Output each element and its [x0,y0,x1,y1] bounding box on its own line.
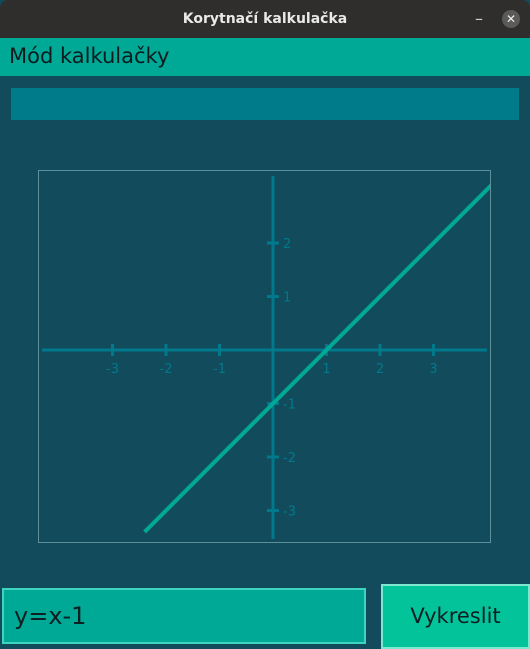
x-tick-label: -3 [106,362,119,377]
y-tick-label: 2 [283,237,291,252]
window-title: Korytnačí kalkulačka [182,11,348,27]
y-tick-label: -1 [283,398,296,413]
result-display [11,88,519,120]
plot-button[interactable]: Vykreslit [381,584,530,649]
x-tick-label: -1 [213,362,226,377]
y-tick-label: -3 [283,505,296,520]
x-tick-label: 1 [322,362,330,377]
close-icon[interactable]: ✕ [502,10,520,28]
y-tick-label: -2 [283,451,296,466]
graph-canvas: -3 -2 -1 1 2 3 2 1 -1 -2 -3 [38,170,491,543]
graph-plot: -3 -2 -1 1 2 3 2 1 -1 -2 -3 [42,176,490,539]
mode-menu-label[interactable]: Mód kalkulačky [9,44,170,68]
y-tick-label: 1 [283,291,291,306]
x-tick-label: -2 [160,362,173,377]
minimize-icon[interactable]: – [475,9,483,28]
function-line [143,183,490,534]
title-bar: Korytnačí kalkulačka – ✕ [0,0,530,38]
function-input[interactable]: y=x-1 [2,588,366,644]
mode-menu-bar[interactable]: Mód kalkulačky [0,38,530,76]
x-tick-label: 3 [429,362,437,377]
x-tick-label: 2 [376,362,384,377]
